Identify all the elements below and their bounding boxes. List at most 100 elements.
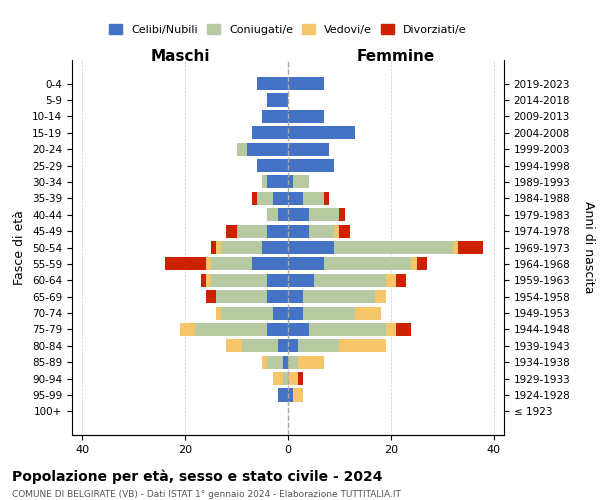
Bar xyxy=(288,142,329,156)
Bar xyxy=(221,241,262,254)
Bar xyxy=(340,340,386,352)
Bar xyxy=(304,306,355,320)
Bar xyxy=(226,340,242,352)
Bar xyxy=(211,258,252,270)
Bar xyxy=(268,290,288,303)
Bar xyxy=(164,258,206,270)
Y-axis label: Fasce di età: Fasce di età xyxy=(13,210,26,285)
Bar xyxy=(288,208,308,222)
Bar xyxy=(221,306,272,320)
Bar xyxy=(262,110,288,123)
Bar xyxy=(272,192,288,205)
Bar xyxy=(283,356,288,369)
Bar xyxy=(288,126,355,140)
Bar xyxy=(196,323,268,336)
Bar xyxy=(216,241,221,254)
Bar xyxy=(458,241,484,254)
Bar xyxy=(334,241,452,254)
Bar xyxy=(288,77,324,90)
Bar xyxy=(288,290,304,303)
Bar xyxy=(288,356,298,369)
Bar xyxy=(247,142,288,156)
Bar xyxy=(298,340,340,352)
Bar xyxy=(278,340,288,352)
Bar xyxy=(308,323,386,336)
Bar xyxy=(278,388,288,402)
Bar xyxy=(257,77,288,90)
Bar xyxy=(211,274,268,287)
Bar xyxy=(242,340,278,352)
Bar xyxy=(314,274,386,287)
Bar xyxy=(324,258,412,270)
Bar xyxy=(288,176,293,188)
Bar xyxy=(206,290,216,303)
Bar xyxy=(340,208,344,222)
Bar xyxy=(268,176,288,188)
Bar xyxy=(216,306,221,320)
Bar xyxy=(278,208,288,222)
Bar xyxy=(272,306,288,320)
Bar xyxy=(288,274,314,287)
Bar xyxy=(288,388,293,402)
Bar xyxy=(206,258,211,270)
Bar xyxy=(268,323,288,336)
Bar xyxy=(200,274,206,287)
Bar xyxy=(268,274,288,287)
Bar xyxy=(268,94,288,106)
Bar xyxy=(288,340,298,352)
Bar xyxy=(268,208,278,222)
Bar xyxy=(288,110,324,123)
Bar xyxy=(257,192,272,205)
Bar xyxy=(288,224,308,237)
Bar xyxy=(252,258,288,270)
Bar xyxy=(288,241,334,254)
Bar xyxy=(252,192,257,205)
Bar xyxy=(288,323,308,336)
Bar xyxy=(288,372,298,385)
Bar xyxy=(452,241,458,254)
Bar xyxy=(298,356,324,369)
Bar xyxy=(396,323,412,336)
Bar xyxy=(386,274,396,287)
Bar xyxy=(324,192,329,205)
Bar xyxy=(288,306,304,320)
Legend: Celibi/Nubili, Coniugati/e, Vedovi/e, Divorziati/e: Celibi/Nubili, Coniugati/e, Vedovi/e, Di… xyxy=(106,20,470,38)
Bar xyxy=(355,306,380,320)
Bar xyxy=(340,224,350,237)
Bar xyxy=(262,176,268,188)
Bar xyxy=(308,208,340,222)
Bar xyxy=(412,258,416,270)
Bar xyxy=(304,192,324,205)
Bar xyxy=(180,323,196,336)
Bar xyxy=(206,274,211,287)
Bar xyxy=(268,224,288,237)
Bar xyxy=(386,323,396,336)
Bar xyxy=(262,356,268,369)
Bar xyxy=(257,159,288,172)
Bar xyxy=(293,388,304,402)
Bar xyxy=(283,372,288,385)
Bar xyxy=(298,372,304,385)
Bar xyxy=(396,274,406,287)
Bar xyxy=(376,290,386,303)
Bar xyxy=(272,372,283,385)
Text: Femmine: Femmine xyxy=(357,49,435,64)
Bar xyxy=(334,224,340,237)
Bar xyxy=(252,126,288,140)
Text: COMUNE DI BELGIRATE (VB) - Dati ISTAT 1° gennaio 2024 - Elaborazione TUTTITALIA.: COMUNE DI BELGIRATE (VB) - Dati ISTAT 1°… xyxy=(12,490,401,499)
Bar xyxy=(308,224,334,237)
Bar xyxy=(288,258,324,270)
Bar xyxy=(304,290,376,303)
Bar xyxy=(293,176,308,188)
Bar xyxy=(288,192,304,205)
Bar xyxy=(268,356,283,369)
Bar xyxy=(262,241,288,254)
Y-axis label: Anni di nascita: Anni di nascita xyxy=(581,201,595,294)
Text: Popolazione per età, sesso e stato civile - 2024: Popolazione per età, sesso e stato civil… xyxy=(12,470,383,484)
Bar xyxy=(226,224,236,237)
Bar xyxy=(288,159,334,172)
Bar xyxy=(236,142,247,156)
Bar xyxy=(216,290,268,303)
Bar xyxy=(211,241,216,254)
Bar xyxy=(416,258,427,270)
